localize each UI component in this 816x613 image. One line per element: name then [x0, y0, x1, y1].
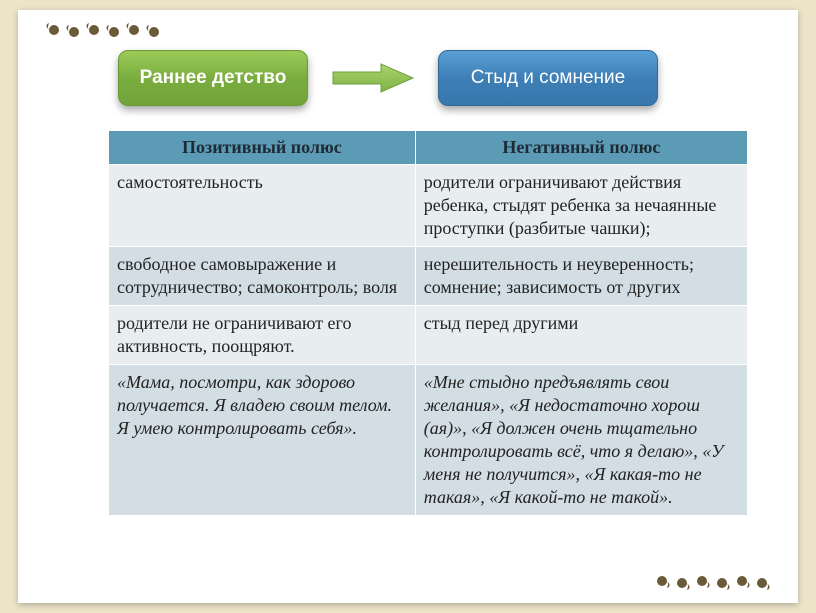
table-row: «Мама, посмотри, как здорово получается.… — [109, 365, 748, 516]
corner-decoration-top-left — [44, 18, 194, 46]
col-header-positive: Позитивный полюс — [109, 131, 416, 165]
cell-negative: «Мне стыдно предъявлять свои желания», «… — [415, 365, 747, 516]
table-body: самостоятельностьродители ограничивают д… — [109, 165, 748, 516]
stage-pill-label: Раннее детство — [140, 67, 287, 89]
cell-positive: «Мама, посмотри, как здорово получается.… — [109, 365, 416, 516]
cell-negative: нерешительность и неуверенность; сомнени… — [415, 247, 747, 306]
corner-decoration-bottom-right — [622, 567, 772, 595]
cell-positive: самостоятельность — [109, 165, 416, 247]
comparison-table-wrap: Позитивный полюс Негативный полюс самост… — [108, 130, 748, 516]
cell-positive: родители не ограничивают его активность,… — [109, 306, 416, 365]
header-row: Раннее детство Стыд и сомнение — [118, 48, 738, 108]
table-row: родители не ограничивают его активность,… — [109, 306, 748, 365]
arrow-icon — [328, 59, 418, 97]
table-row: свободное самовыражение и сотрудничество… — [109, 247, 748, 306]
table-row: самостоятельностьродители ограничивают д… — [109, 165, 748, 247]
table-header-row: Позитивный полюс Негативный полюс — [109, 131, 748, 165]
comparison-table: Позитивный полюс Негативный полюс самост… — [108, 130, 748, 516]
crisis-pill: Стыд и сомнение — [438, 50, 658, 106]
crisis-pill-label: Стыд и сомнение — [471, 67, 625, 89]
cell-negative: стыд перед другими — [415, 306, 747, 365]
page-surface: Раннее детство Стыд и сомнение Позитивны… — [18, 10, 798, 603]
cell-positive: свободное самовыражение и сотрудничество… — [109, 247, 416, 306]
col-header-negative: Негативный полюс — [415, 131, 747, 165]
cell-negative: родители ограничивают действия ребенка, … — [415, 165, 747, 247]
stage-pill: Раннее детство — [118, 50, 308, 106]
